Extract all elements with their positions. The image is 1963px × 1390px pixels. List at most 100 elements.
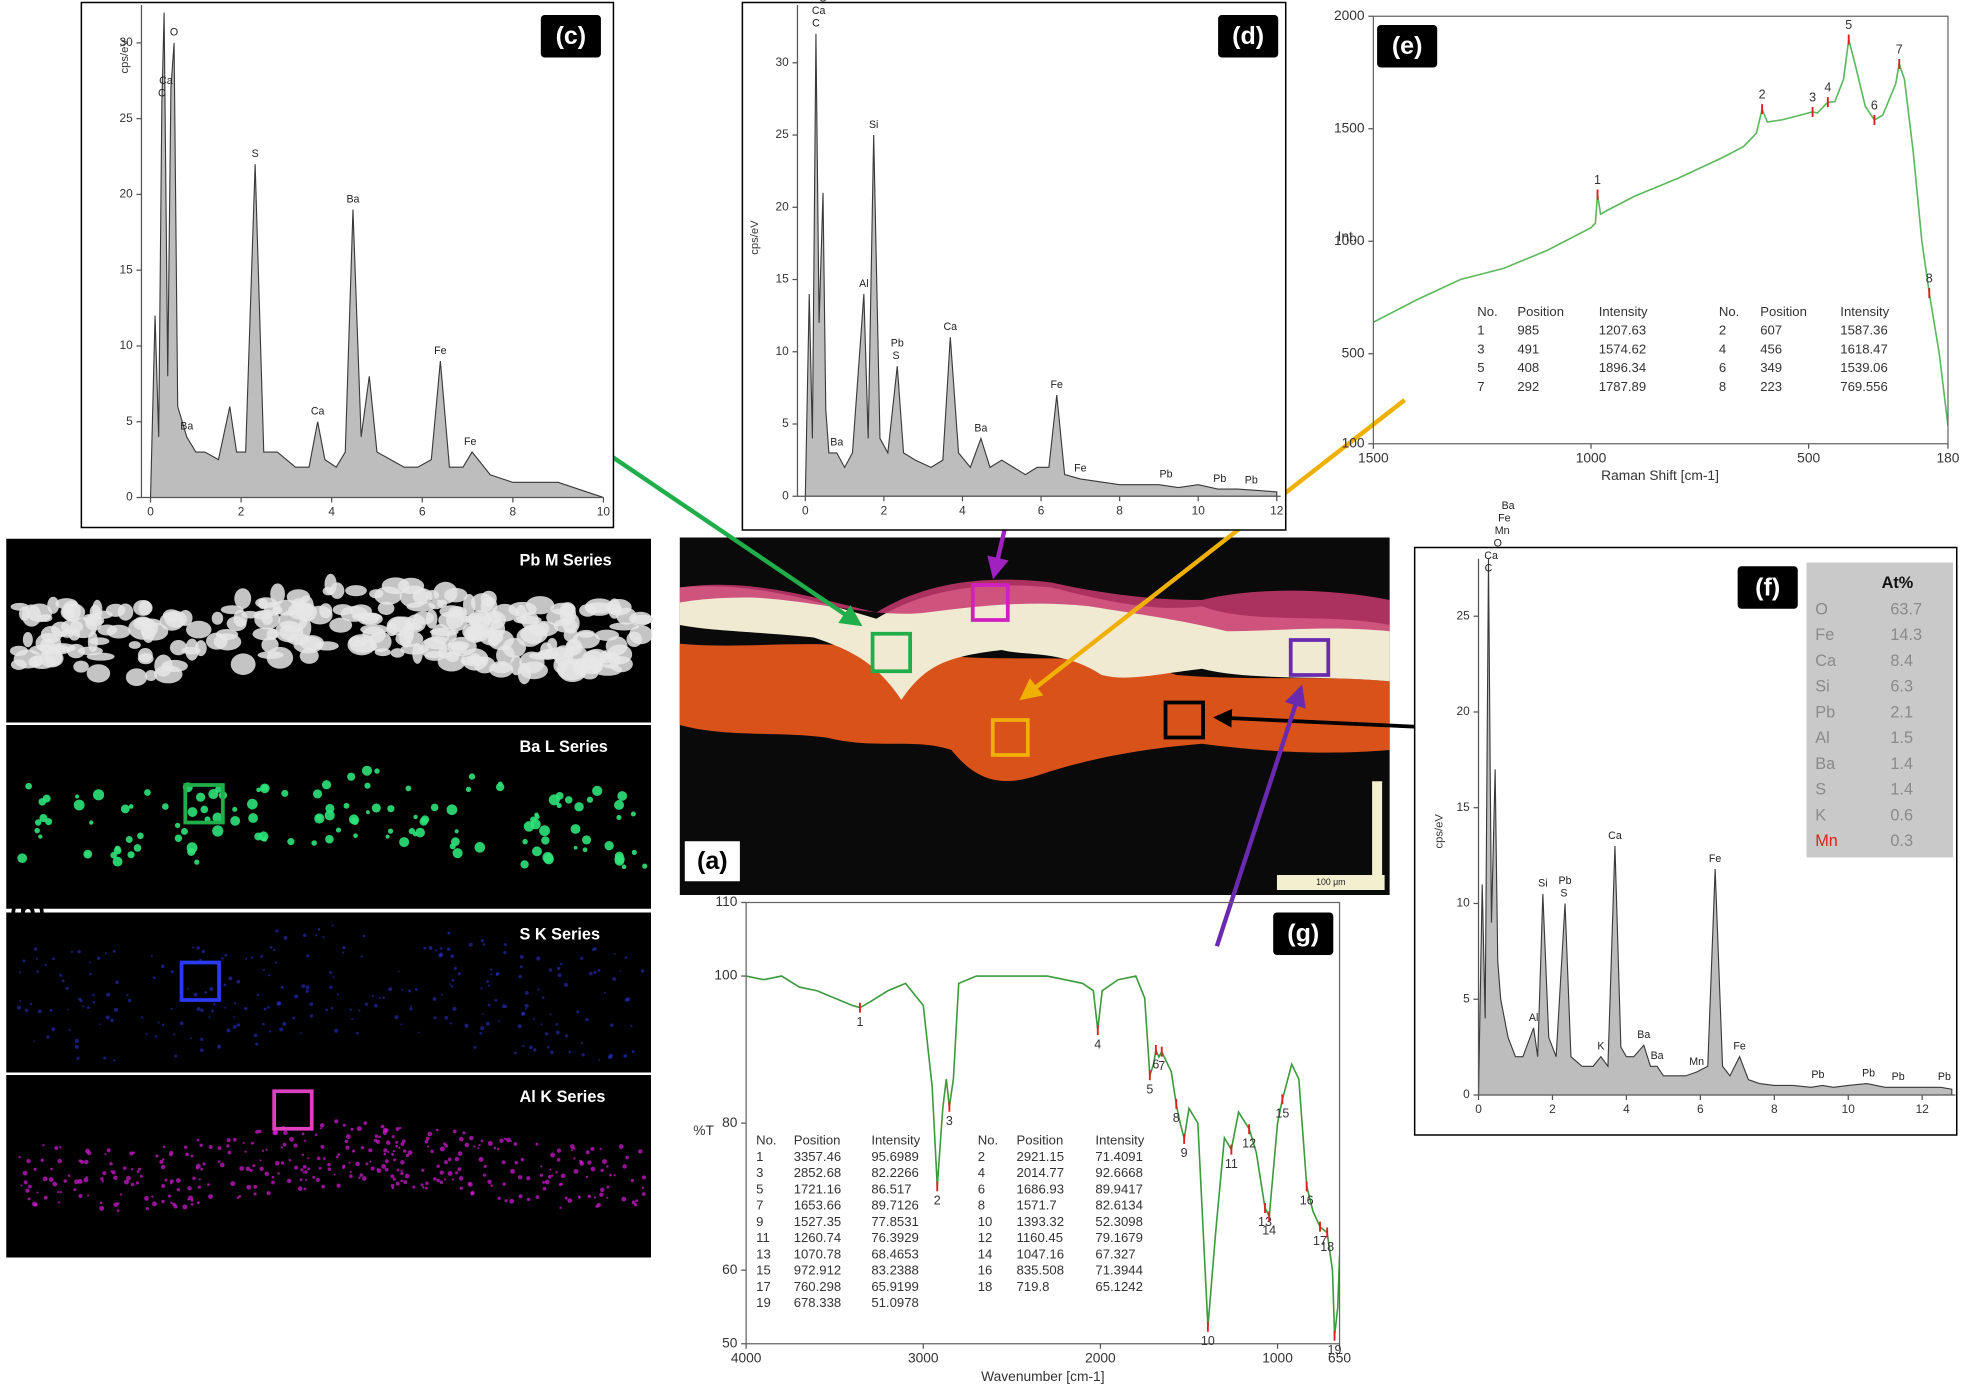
speckle <box>590 1146 595 1151</box>
peak-number: 8 <box>1173 1111 1180 1125</box>
table-cell: 985 <box>1517 323 1539 338</box>
region-marker <box>183 783 225 825</box>
peak-label: Ca <box>943 321 957 333</box>
speckle <box>145 669 158 681</box>
speckle <box>334 1028 339 1033</box>
x-tick-label: 10 <box>597 505 611 519</box>
speckle <box>601 1159 607 1165</box>
peak-label: O <box>170 27 178 39</box>
speckle <box>198 1178 201 1181</box>
speckle <box>640 969 645 973</box>
speckle <box>487 1140 493 1146</box>
peak-number: 2 <box>934 1194 941 1208</box>
speckle <box>67 1008 70 1011</box>
speckle <box>478 1143 481 1147</box>
speckle <box>223 983 227 987</box>
y-tick-label: 30 <box>119 35 133 49</box>
speckle <box>585 1017 589 1022</box>
speckle <box>318 1166 322 1170</box>
table-cell: 1571.7 <box>1017 1198 1057 1213</box>
speckle <box>275 961 278 964</box>
peak-number: 4 <box>1824 81 1831 95</box>
speckle <box>233 1137 237 1142</box>
speckle <box>341 1165 346 1170</box>
speckle <box>151 1195 154 1198</box>
spectrum-panel: 051015202530024681012cps/eVCCaOBaAlSiSPb… <box>741 0 1287 531</box>
table-cell: 17 <box>756 1279 771 1294</box>
table-header: No. <box>756 1133 776 1148</box>
speckle <box>78 1194 83 1198</box>
speckle <box>447 931 451 935</box>
speckle <box>614 853 625 865</box>
peak-number: 16 <box>1300 1194 1314 1208</box>
x-tick-label: 2 <box>1549 1102 1556 1116</box>
speckle <box>465 786 472 793</box>
speckle <box>150 955 153 958</box>
speckle <box>459 1186 464 1190</box>
speckle <box>349 1008 352 1011</box>
table-cell: 2 <box>1719 323 1726 338</box>
speckle <box>487 1179 492 1185</box>
speckle <box>190 1203 194 1206</box>
speckle <box>224 953 228 957</box>
speckle <box>623 1054 628 1058</box>
speckle <box>102 1171 107 1176</box>
x-tick-label: 6 <box>1038 503 1045 517</box>
speckle <box>342 1123 346 1127</box>
table-cell: 3 <box>1477 341 1484 356</box>
speckle <box>630 811 636 817</box>
speckle <box>57 1201 61 1204</box>
speckle <box>387 828 394 834</box>
table-cell: 1393.32 <box>1017 1214 1064 1229</box>
peak-label: O <box>819 0 827 5</box>
speckle <box>364 782 371 789</box>
speckle <box>74 1179 79 1185</box>
speckle <box>75 794 80 799</box>
speckle <box>254 609 281 630</box>
speckle <box>470 593 495 613</box>
speckle <box>386 622 398 637</box>
speckle <box>413 814 418 820</box>
speckle <box>200 1037 204 1041</box>
speckle <box>283 935 288 940</box>
speckle <box>522 1044 525 1048</box>
y-axis-label: cps/eV <box>119 39 131 74</box>
table-cell: 972.912 <box>794 1263 841 1278</box>
peak-label: Ca <box>1608 830 1622 842</box>
y-axis-label: cps/eV <box>1434 814 1446 849</box>
speckle <box>523 821 535 832</box>
speckle <box>321 1184 326 1189</box>
speckle <box>365 1162 369 1166</box>
speckle <box>190 1154 194 1158</box>
speckle <box>641 1186 645 1190</box>
speckle <box>609 1173 612 1177</box>
speckle <box>375 1139 381 1144</box>
speckle <box>462 622 486 641</box>
speckle <box>347 634 376 656</box>
speckle <box>376 1168 379 1171</box>
speckle <box>590 1166 596 1172</box>
table-header: Intensity <box>1095 1133 1144 1148</box>
speckle <box>236 1023 241 1027</box>
speckle <box>542 852 554 863</box>
speckle <box>105 1015 110 1020</box>
speckle <box>604 841 614 851</box>
speckle <box>211 611 224 625</box>
speckle <box>383 1152 386 1156</box>
speckle <box>280 1161 285 1165</box>
table-header: Intensity <box>1840 304 1889 319</box>
speckle <box>19 971 22 974</box>
speckle <box>160 964 165 969</box>
speckle <box>477 1147 480 1150</box>
speckle <box>261 836 268 842</box>
speckle <box>598 1059 600 1062</box>
x-tick-label: 4 <box>959 503 966 517</box>
x-tick-label: 0 <box>1475 1102 1482 1116</box>
speckle <box>286 1178 292 1184</box>
table-cell: 1207.63 <box>1599 323 1646 338</box>
speckle <box>577 1195 581 1199</box>
speckle <box>391 1135 395 1139</box>
peak-label: Mn <box>1495 525 1510 537</box>
speckle <box>449 843 456 850</box>
speckle <box>304 1170 308 1174</box>
